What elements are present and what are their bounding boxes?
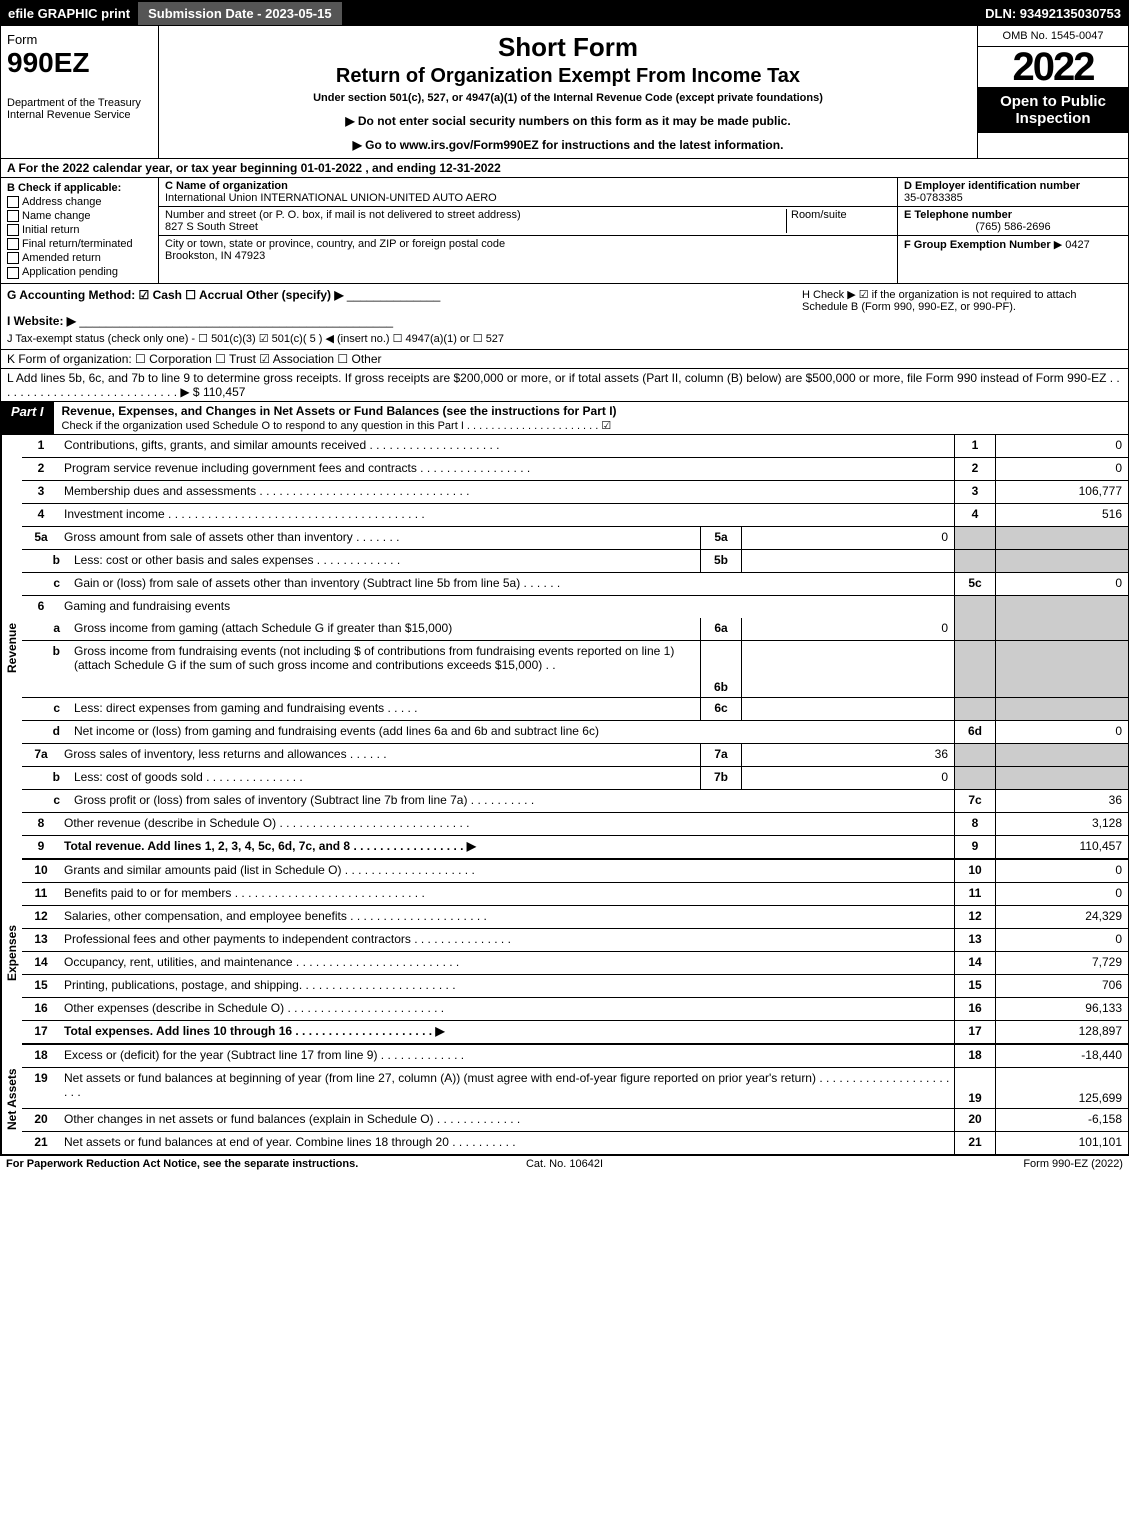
expenses-table: Expenses 10Grants and similar amounts pa…: [0, 860, 1129, 1045]
net-assets-table: Net Assets 18Excess or (deficit) for the…: [0, 1045, 1129, 1155]
opt-address-change[interactable]: Address change: [7, 196, 152, 208]
line-12: 12Salaries, other compensation, and empl…: [22, 906, 1128, 929]
submission-date: Submission Date - 2023-05-15: [138, 2, 342, 25]
line-7c: cGross profit or (loss) from sales of in…: [22, 790, 1128, 813]
line-3: 3Membership dues and assessments . . . .…: [22, 481, 1128, 504]
line-11: 11Benefits paid to or for members . . . …: [22, 883, 1128, 906]
part-i-tag: Part I: [1, 402, 54, 434]
schedule-b-check: H Check ▶ ☑ if the organization is not r…: [802, 288, 1122, 345]
form-number: 990EZ: [7, 47, 152, 79]
opt-initial-return[interactable]: Initial return: [7, 224, 152, 236]
line-19: 19Net assets or fund balances at beginni…: [22, 1068, 1128, 1109]
part-i-header: Part I Revenue, Expenses, and Changes in…: [0, 402, 1129, 435]
org-name: International Union INTERNATIONAL UNION-…: [165, 192, 497, 204]
line-6c: cLess: direct expenses from gaming and f…: [22, 698, 1128, 721]
website-row: I Website: ▶: [7, 314, 76, 328]
line-6b: bGross income from fundraising events (n…: [22, 641, 1128, 698]
revenue-table: Revenue 1Contributions, gifts, grants, a…: [0, 435, 1129, 860]
form-header: Form 990EZ Department of the Treasury In…: [0, 26, 1129, 159]
line-18: 18Excess or (deficit) for the year (Subt…: [22, 1045, 1128, 1068]
line-20: 20Other changes in net assets or fund ba…: [22, 1109, 1128, 1132]
revenue-vertical-label: Revenue: [1, 435, 22, 860]
line-9: 9Total revenue. Add lines 1, 2, 3, 4, 5c…: [22, 836, 1128, 860]
phone-value: (765) 586-2696: [904, 221, 1122, 233]
row-a-tax-year: A For the 2022 calendar year, or tax yea…: [0, 159, 1129, 178]
form-reference: Form 990-EZ (2022): [751, 1158, 1123, 1170]
short-form-title: Short Form: [163, 32, 973, 63]
line-10: 10Grants and similar amounts paid (list …: [22, 860, 1128, 883]
line-8: 8Other revenue (describe in Schedule O) …: [22, 813, 1128, 836]
omb-number: OMB No. 1545-0047: [978, 26, 1128, 47]
line-17: 17Total expenses. Add lines 10 through 1…: [22, 1021, 1128, 1045]
gross-receipts-note: L Add lines 5b, 6c, and 7b to line 9 to …: [0, 369, 1129, 402]
form-word: Form: [7, 32, 152, 47]
accounting-method: G Accounting Method: ☑ Cash ☐ Accrual Ot…: [7, 288, 802, 345]
line-14: 14Occupancy, rent, utilities, and mainte…: [22, 952, 1128, 975]
line-4: 4Investment income . . . . . . . . . . .…: [22, 504, 1128, 527]
header-right: OMB No. 1545-0047 2022 Open to Public In…: [977, 26, 1128, 158]
line-2: 2Program service revenue including gover…: [22, 458, 1128, 481]
street-line: Number and street (or P. O. box, if mail…: [159, 207, 897, 236]
org-info-row: B Check if applicable: Address change Na…: [0, 178, 1129, 284]
public-inspection: Open to Public Inspection: [978, 87, 1128, 133]
instructions-link[interactable]: ▶ Go to www.irs.gov/Form990EZ for instru…: [163, 138, 973, 152]
ein-value: 35-0783385: [904, 192, 1122, 204]
group-exemption-num: ▶ 0427: [1054, 239, 1090, 251]
row-g-h: G Accounting Method: ☑ Cash ☐ Accrual Ot…: [0, 284, 1129, 350]
opt-name-change[interactable]: Name change: [7, 210, 152, 222]
line-6: 6Gaming and fundraising events: [22, 596, 1128, 618]
top-bar: efile GRAPHIC print Submission Date - 20…: [0, 0, 1129, 26]
part-i-title: Revenue, Expenses, and Changes in Net As…: [54, 402, 1128, 434]
city-state-zip: Brookston, IN 47923: [165, 250, 265, 262]
efile-label[interactable]: efile GRAPHIC print: [0, 6, 138, 21]
opt-final-return[interactable]: Final return/terminated: [7, 238, 152, 250]
line-6d: dNet income or (loss) from gaming and fu…: [22, 721, 1128, 744]
page-footer: For Paperwork Reduction Act Notice, see …: [0, 1155, 1129, 1172]
section-b-header: B Check if applicable:: [7, 182, 152, 194]
line-6a: aGross income from gaming (attach Schedu…: [22, 618, 1128, 641]
section-d-e-f: D Employer identification number 35-0783…: [897, 178, 1128, 283]
ssn-warning: ▶ Do not enter social security numbers o…: [163, 114, 973, 128]
tax-exempt-status: J Tax-exempt status (check only one) - ☐…: [7, 332, 802, 345]
header-left: Form 990EZ Department of the Treasury In…: [1, 26, 159, 158]
header-mid: Short Form Return of Organization Exempt…: [159, 26, 977, 158]
group-exemption-block: F Group Exemption Number ▶ 0427: [898, 236, 1128, 253]
org-name-line: C Name of organization International Uni…: [159, 178, 897, 207]
section-c: C Name of organization International Uni…: [159, 178, 897, 283]
line-15: 15Printing, publications, postage, and s…: [22, 975, 1128, 998]
expenses-vertical-label: Expenses: [1, 860, 22, 1045]
city-line: City or town, state or province, country…: [159, 236, 897, 264]
line-7a: 7aGross sales of inventory, less returns…: [22, 744, 1128, 767]
line-5c: cGain or (loss) from sale of assets othe…: [22, 573, 1128, 596]
line-13: 13Professional fees and other payments t…: [22, 929, 1128, 952]
street-address: 827 S South Street: [165, 221, 258, 233]
tax-year: 2022: [978, 47, 1128, 87]
phone-block: E Telephone number (765) 586-2696: [898, 207, 1128, 236]
treasury-dept: Department of the Treasury: [7, 97, 152, 109]
line-1: 1Contributions, gifts, grants, and simil…: [22, 435, 1128, 458]
line-5a: 5aGross amount from sale of assets other…: [22, 527, 1128, 550]
dln-number: DLN: 93492135030753: [985, 6, 1129, 21]
form-subtitle: Under section 501(c), 527, or 4947(a)(1)…: [163, 92, 973, 104]
room-suite: Room/suite: [786, 209, 891, 233]
paperwork-notice: For Paperwork Reduction Act Notice, see …: [6, 1158, 378, 1170]
line-21: 21Net assets or fund balances at end of …: [22, 1132, 1128, 1154]
section-b: B Check if applicable: Address change Na…: [1, 178, 159, 283]
form-title: Return of Organization Exempt From Incom…: [163, 65, 973, 88]
net-assets-vertical-label: Net Assets: [1, 1045, 22, 1154]
ein-block: D Employer identification number 35-0783…: [898, 178, 1128, 207]
line-5b: bLess: cost or other basis and sales exp…: [22, 550, 1128, 573]
line-16: 16Other expenses (describe in Schedule O…: [22, 998, 1128, 1021]
opt-pending[interactable]: Application pending: [7, 266, 152, 278]
line-7b: bLess: cost of goods sold . . . . . . . …: [22, 767, 1128, 790]
form-of-organization: K Form of organization: ☐ Corporation ☐ …: [0, 350, 1129, 369]
opt-amended[interactable]: Amended return: [7, 252, 152, 264]
catalog-number: Cat. No. 10642I: [378, 1158, 750, 1170]
irs-label: Internal Revenue Service: [7, 109, 152, 121]
